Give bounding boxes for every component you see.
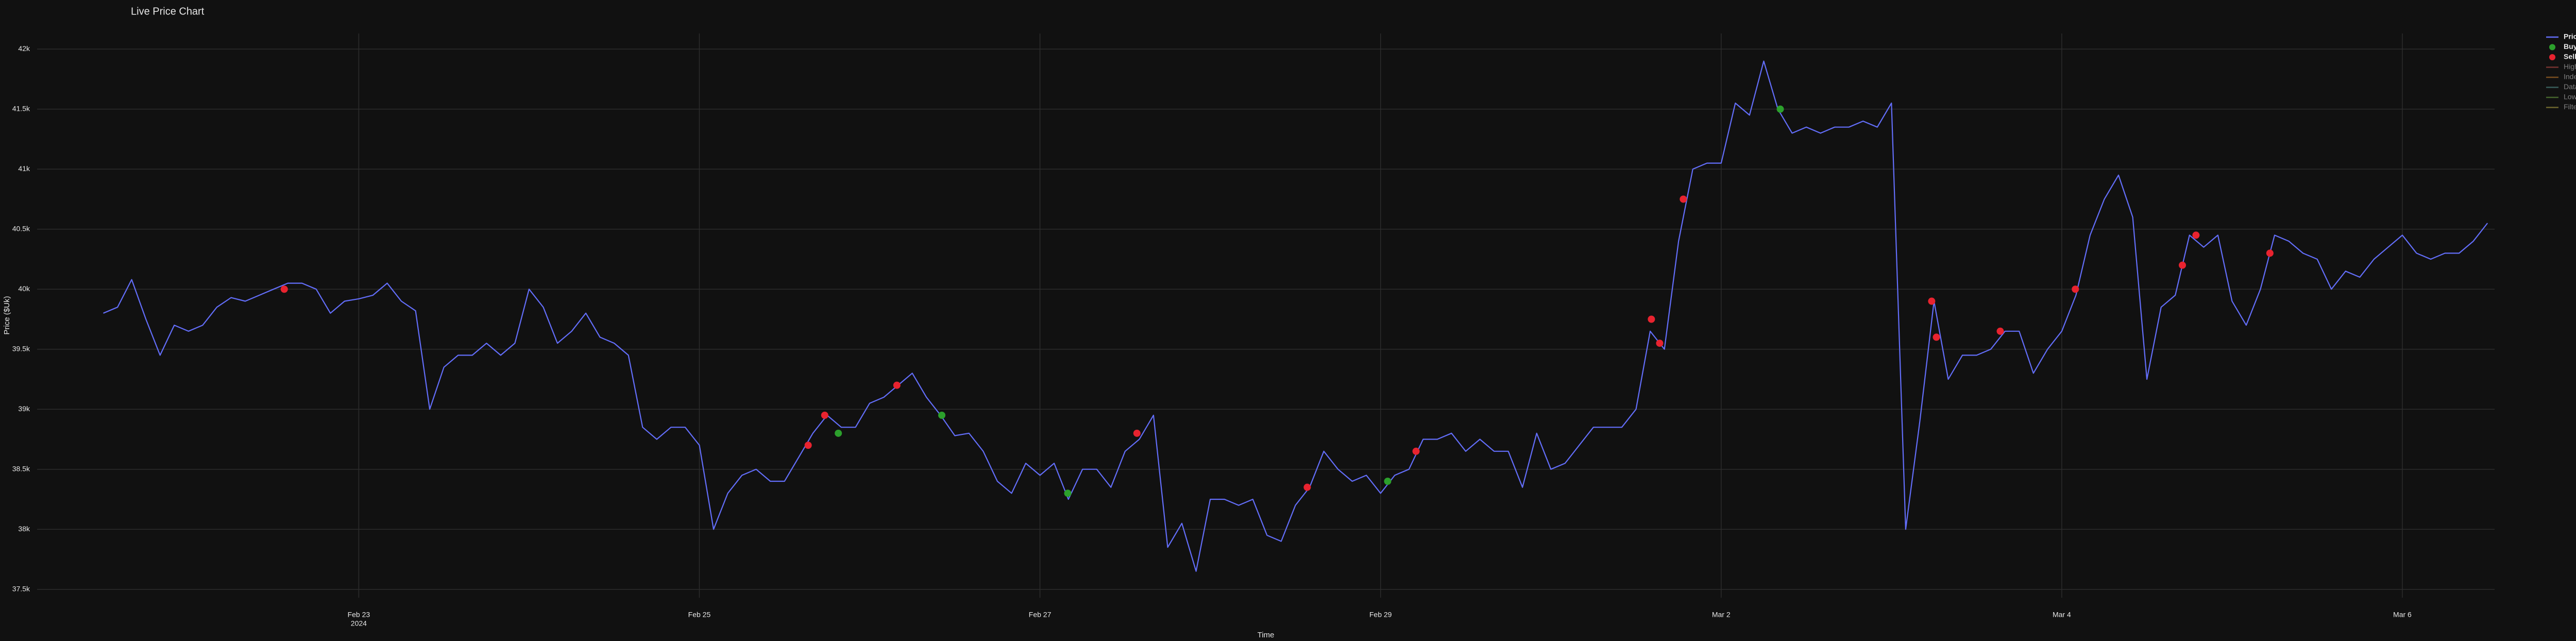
event-marker: [1384, 478, 1392, 485]
legend-symbol: [2549, 54, 2555, 60]
y-tick-label: 39k: [18, 404, 30, 413]
x-tick-label: Feb 29: [1369, 611, 1392, 619]
event-marker: [1928, 297, 1936, 305]
y-tick-label: 41k: [18, 164, 30, 173]
legend-item[interactable]: Database range: [2546, 82, 2576, 91]
legend-label: Index range: [2564, 73, 2576, 81]
event-marker: [1933, 333, 1940, 341]
y-tick-label: 40.5k: [12, 224, 30, 232]
chart-title: Live Price Chart: [131, 6, 205, 17]
x-tick-label: Mar 2: [1712, 611, 1731, 619]
y-tick-label: 41.5k: [12, 104, 30, 112]
legend-item[interactable]: Filtered Price Graph: [2546, 103, 2576, 111]
legend-label: Sell Events: [2564, 53, 2576, 61]
x-tick-label: Mar 4: [2053, 611, 2071, 619]
y-tick-label: 42k: [18, 44, 30, 53]
legend-item[interactable]: Sell Events: [2549, 53, 2576, 61]
x-tick-label: Feb 25: [688, 611, 711, 619]
event-marker: [1412, 447, 1420, 455]
event-marker: [2072, 285, 2079, 293]
x-tick-year: 2024: [351, 619, 367, 628]
legend-label: Buy Events: [2564, 42, 2576, 50]
event-marker: [1303, 483, 1311, 491]
event-marker: [821, 411, 828, 419]
x-tick-label: Feb 27: [1029, 611, 1052, 619]
legend-item[interactable]: Price Graph: [2546, 32, 2576, 41]
event-marker: [2266, 249, 2274, 257]
y-tick-label: 40k: [18, 284, 30, 293]
legend-label: Lowest point: [2564, 93, 2576, 101]
event-marker: [2192, 231, 2200, 239]
y-tick-label: 38.5k: [12, 464, 30, 473]
legend-label: Database range: [2564, 82, 2576, 91]
event-marker: [1656, 340, 1664, 347]
legend-item[interactable]: Buy Events: [2549, 42, 2576, 50]
event-marker: [804, 442, 812, 449]
event-marker: [2178, 261, 2186, 269]
event-marker: [280, 285, 288, 293]
legend-item[interactable]: Highest point: [2546, 62, 2576, 71]
event-marker: [1064, 490, 1072, 497]
price-line: [103, 60, 2488, 572]
legend-item[interactable]: Index range: [2546, 73, 2576, 81]
x-tick-label: Feb 23: [348, 611, 370, 619]
event-marker: [938, 411, 946, 419]
y-tick-label: 39.5k: [12, 344, 30, 352]
event-marker: [893, 381, 901, 389]
legend-symbol: [2549, 44, 2555, 50]
legend-label: Price Graph: [2564, 32, 2576, 41]
plot-area: [103, 60, 2488, 572]
event-marker: [1680, 195, 1687, 203]
y-axis-title: Price ($Uk): [3, 296, 11, 334]
x-axis-title: Time: [1258, 631, 1275, 639]
event-marker: [1648, 315, 1655, 323]
event-marker: [1133, 429, 1141, 437]
legend-item[interactable]: Lowest point: [2546, 93, 2576, 101]
y-tick-label: 37.5k: [12, 584, 30, 593]
event-marker: [1996, 327, 2004, 335]
legend-label: Filtered Price Graph: [2564, 103, 2576, 111]
event-marker: [835, 429, 842, 437]
x-tick-label: Mar 6: [2393, 611, 2412, 619]
y-tick-label: 38k: [18, 525, 30, 533]
event-marker: [1776, 105, 1784, 113]
legend-label: Highest point: [2564, 62, 2576, 71]
